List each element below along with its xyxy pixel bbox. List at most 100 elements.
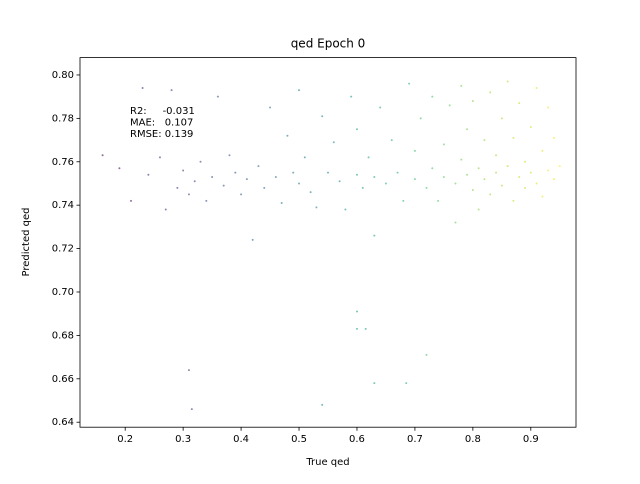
point xyxy=(355,310,358,313)
point xyxy=(187,193,190,196)
x-axis-label: True qed xyxy=(305,457,349,468)
point xyxy=(257,165,260,168)
chart-title: qed Epoch 0 xyxy=(291,37,366,51)
point xyxy=(405,382,408,385)
point xyxy=(355,128,358,131)
point xyxy=(332,141,335,144)
point xyxy=(211,175,214,178)
point xyxy=(529,126,532,129)
point xyxy=(483,139,486,142)
point xyxy=(425,353,428,356)
x-tick-label: 0.2 xyxy=(117,434,133,445)
point xyxy=(518,102,521,105)
point xyxy=(471,188,474,191)
point xyxy=(373,382,376,385)
x-tick-label: 0.6 xyxy=(349,434,365,445)
point xyxy=(442,175,445,178)
x-tick-label: 0.5 xyxy=(291,434,307,445)
point xyxy=(489,193,492,196)
point xyxy=(355,173,358,176)
point xyxy=(315,206,318,209)
point xyxy=(390,139,393,142)
point xyxy=(321,115,324,118)
point xyxy=(355,327,358,330)
point xyxy=(500,117,503,120)
point xyxy=(552,178,555,181)
point xyxy=(101,154,104,157)
point xyxy=(454,182,457,185)
point xyxy=(118,167,121,170)
point xyxy=(466,173,469,176)
point xyxy=(199,160,202,163)
point xyxy=(495,154,498,157)
y-tick-label: 0.74 xyxy=(52,200,74,211)
point xyxy=(460,158,463,161)
point xyxy=(413,178,416,181)
point xyxy=(489,91,492,94)
point xyxy=(205,199,208,202)
point xyxy=(350,95,353,98)
point xyxy=(437,199,440,202)
point xyxy=(292,171,295,174)
x-tick-label: 0.8 xyxy=(465,434,481,445)
point xyxy=(158,156,161,159)
point xyxy=(413,149,416,152)
y-tick-label: 0.66 xyxy=(52,374,74,385)
point xyxy=(129,199,132,202)
y-tick-label: 0.70 xyxy=(52,287,74,298)
point xyxy=(263,186,266,189)
point xyxy=(193,180,196,183)
point xyxy=(182,169,185,172)
point xyxy=(298,89,301,92)
point xyxy=(364,327,367,330)
point xyxy=(245,178,248,181)
point xyxy=(216,95,219,98)
point xyxy=(506,165,509,168)
point xyxy=(327,171,329,174)
point xyxy=(512,199,515,202)
point xyxy=(512,136,515,139)
point xyxy=(431,95,434,98)
point xyxy=(431,167,434,170)
point xyxy=(541,149,544,152)
x-tick-label: 0.4 xyxy=(233,434,249,445)
point xyxy=(164,208,167,211)
point xyxy=(280,202,283,205)
point xyxy=(234,171,237,174)
point xyxy=(274,175,277,178)
point xyxy=(408,82,411,85)
point xyxy=(367,156,370,159)
point xyxy=(448,104,451,107)
point xyxy=(541,195,544,198)
point xyxy=(240,193,243,196)
point xyxy=(535,86,538,89)
point xyxy=(321,403,324,406)
point xyxy=(190,408,193,411)
point xyxy=(471,100,474,103)
point xyxy=(147,173,150,176)
point xyxy=(373,234,376,237)
point xyxy=(228,154,231,157)
point xyxy=(338,180,341,183)
point xyxy=(500,184,503,187)
point xyxy=(373,175,376,178)
point xyxy=(558,165,561,168)
point xyxy=(176,186,179,189)
point xyxy=(483,178,486,181)
y-tick-label: 0.64 xyxy=(52,417,74,428)
x-tick-label: 0.9 xyxy=(523,434,539,445)
point xyxy=(547,106,550,109)
point xyxy=(286,134,289,137)
x-tick-label: 0.7 xyxy=(407,434,423,445)
point xyxy=(535,182,538,185)
annotation: MAE: 0.107 xyxy=(130,118,193,129)
point xyxy=(518,175,521,178)
point xyxy=(460,84,463,87)
point xyxy=(379,106,382,109)
point xyxy=(419,117,422,120)
point xyxy=(298,182,301,185)
point xyxy=(402,199,405,202)
point xyxy=(170,89,173,92)
